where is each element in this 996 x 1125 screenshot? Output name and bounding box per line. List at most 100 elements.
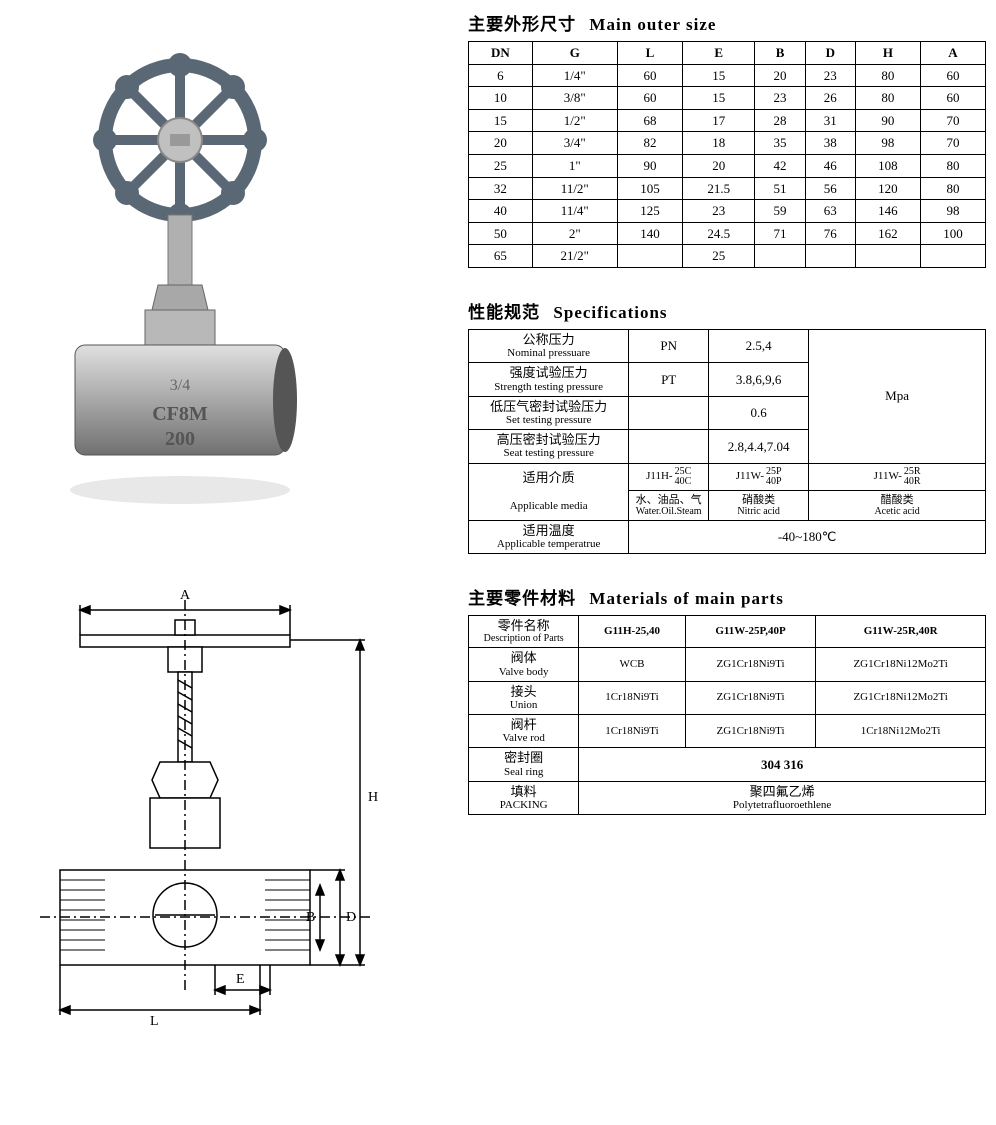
table-row: 零件名称Description of PartsG11H-25,40G11W-2… — [469, 615, 986, 647]
table-row: 203/4"821835389870 — [469, 132, 986, 155]
table-cell: 23 — [805, 64, 855, 87]
materials-table: 零件名称Description of PartsG11H-25,40G11W-2… — [468, 615, 986, 815]
table-cell: 1/2" — [532, 109, 617, 132]
part-material: 1Cr18Ni9Ti — [579, 715, 686, 748]
spec-label: 强度试验压力Strength testing pressure — [469, 363, 629, 396]
spec-symbol: PN — [629, 329, 709, 362]
table-cell — [920, 245, 985, 268]
materials-col-header: G11W-25R,40R — [816, 615, 986, 647]
spec-value: 3.8,6,9,6 — [709, 363, 809, 396]
table-header: L — [617, 42, 682, 65]
table-cell: 50 — [469, 222, 532, 245]
table-cell: 21/2" — [532, 245, 617, 268]
table-cell: 10 — [469, 87, 532, 110]
spec-value: 2.8,4.4,7.04 — [709, 430, 809, 463]
temp-label: 适用温度Applicable temperatrue — [469, 520, 629, 553]
spec-symbol — [629, 396, 709, 429]
part-label: 接头Union — [469, 681, 579, 714]
table-cell: 23 — [683, 200, 755, 223]
table-cell: 11/4" — [532, 200, 617, 223]
table-cell: 70 — [920, 132, 985, 155]
materials-title-cn: 主要零件材料 — [468, 589, 576, 608]
table-cell: 32 — [469, 177, 532, 200]
table-row: 适用介质Applicable mediaJ11H-25C40CJ11W-25P4… — [469, 463, 986, 490]
spec-label: 低压气密封试验压力Set testing pressure — [469, 396, 629, 429]
table-header: E — [683, 42, 755, 65]
table-cell: 17 — [683, 109, 755, 132]
table-row: 151/2"681728319070 — [469, 109, 986, 132]
dim-e: E — [236, 972, 245, 988]
table-row: 6521/2"25 — [469, 245, 986, 268]
specs-table: 公称压力Nominal pressuarePN2.5,4Mpa强度试验压力Str… — [468, 329, 986, 554]
table-cell: 56 — [805, 177, 855, 200]
table-cell: 125 — [617, 200, 682, 223]
table-cell: 20 — [755, 64, 805, 87]
table-header: B — [755, 42, 805, 65]
dim-d: D — [346, 910, 356, 926]
table-cell: 146 — [855, 200, 920, 223]
table-row: 密封圈Seal ring304 316 — [469, 748, 986, 781]
table-header: G — [532, 42, 617, 65]
part-material: WCB — [579, 648, 686, 681]
svg-text:CF8M: CF8M — [152, 403, 208, 425]
table-cell: 11/2" — [532, 177, 617, 200]
temp-value: -40~180℃ — [629, 520, 986, 553]
table-cell: 65 — [469, 245, 532, 268]
table-cell: 80 — [855, 87, 920, 110]
media-code: J11H-25C40C — [629, 463, 709, 490]
media-desc: 水、油品、气Water.Oil.Steam — [629, 490, 709, 520]
part-material: ZG1Cr18Ni9Ti — [685, 715, 815, 748]
table-cell: 31 — [805, 109, 855, 132]
table-cell: 20 — [469, 132, 532, 155]
outer-size-title-en: Main outer size — [589, 15, 716, 34]
table-cell: 60 — [920, 87, 985, 110]
spec-symbol: PT — [629, 363, 709, 396]
part-material: ZG1Cr18Ni12Mo2Ti — [816, 681, 986, 714]
spec-value: 0.6 — [709, 396, 809, 429]
dim-b: B — [306, 910, 315, 926]
table-cell: 59 — [755, 200, 805, 223]
part-label: 阀体Valve body — [469, 648, 579, 681]
table-cell: 15 — [469, 109, 532, 132]
spec-unit: Mpa — [809, 329, 986, 463]
table-row: 502"14024.57176162100 — [469, 222, 986, 245]
dim-a: A — [180, 588, 190, 604]
specs-title-en: Specifications — [553, 303, 667, 322]
specs-section: 性能规范 Specifications 公称压力Nominal pressuar… — [468, 298, 986, 554]
outer-size-section: 主要外形尺寸 Main outer size DNGLEBDHA 61/4"60… — [468, 10, 986, 268]
table-cell: 70 — [920, 109, 985, 132]
table-cell: 98 — [920, 200, 985, 223]
table-cell: 40 — [469, 200, 532, 223]
valve-diagram: A H D B L E — [10, 580, 410, 1060]
table-header: DN — [469, 42, 532, 65]
table-cell: 23 — [755, 87, 805, 110]
seal-value: 304 316 — [579, 748, 986, 781]
table-row: 阀体Valve bodyWCBZG1Cr18Ni9TiZG1Cr18Ni12Mo… — [469, 648, 986, 681]
materials-section: 主要零件材料 Materials of main parts 零件名称Descr… — [468, 584, 986, 815]
table-cell: 21.5 — [683, 177, 755, 200]
table-cell — [805, 245, 855, 268]
table-row: 接头Union1Cr18Ni9TiZG1Cr18Ni9TiZG1Cr18Ni12… — [469, 681, 986, 714]
table-cell: 35 — [755, 132, 805, 155]
table-cell: 46 — [805, 154, 855, 177]
spec-symbol — [629, 430, 709, 463]
media-code: J11W-25R40R — [809, 463, 986, 490]
table-cell: 2" — [532, 222, 617, 245]
table-cell: 90 — [617, 154, 682, 177]
spec-value: 2.5,4 — [709, 329, 809, 362]
materials-col-header: G11H-25,40 — [579, 615, 686, 647]
media-desc: 硝酸类Nitric acid — [709, 490, 809, 520]
media-label: 适用介质Applicable media — [469, 463, 629, 520]
table-cell: 63 — [805, 200, 855, 223]
table-cell: 28 — [755, 109, 805, 132]
valve-photo: 3/4 CF8M 200 — [10, 40, 350, 520]
table-cell: 98 — [855, 132, 920, 155]
dim-l: L — [150, 1014, 159, 1030]
table-row: 填料PACKING聚四氟乙烯Polytetrafluoroethlene — [469, 781, 986, 814]
part-material: ZG1Cr18Ni9Ti — [685, 648, 815, 681]
table-header: D — [805, 42, 855, 65]
table-cell: 20 — [683, 154, 755, 177]
table-row: 103/8"601523268060 — [469, 87, 986, 110]
table-cell: 100 — [920, 222, 985, 245]
table-cell: 68 — [617, 109, 682, 132]
